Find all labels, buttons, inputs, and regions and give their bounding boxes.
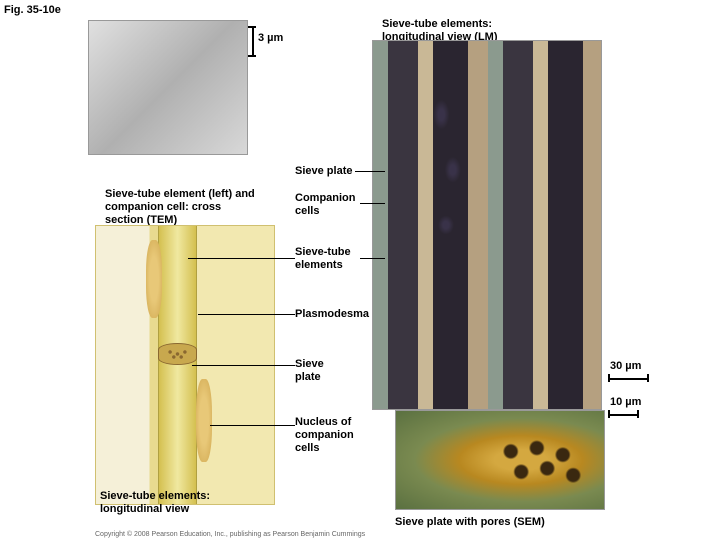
lm-overlay xyxy=(373,41,601,409)
companion-cells-label: Companion cells xyxy=(295,192,370,218)
sem-scale-tick-l xyxy=(608,410,610,418)
leader-sieve-plate xyxy=(355,171,385,172)
leader-sp2 xyxy=(192,365,295,366)
leader-ste-r xyxy=(360,258,385,259)
leader-plasmo xyxy=(198,314,295,315)
lm-scale-bar xyxy=(608,378,648,380)
sieve-plate-label-2: Sieve plate xyxy=(295,358,335,384)
sieve-plate-label-1: Sieve plate xyxy=(295,165,352,178)
leader-ste-l xyxy=(188,258,295,259)
lm-scale-tick-l xyxy=(608,374,610,382)
sem-scale-tick-r xyxy=(637,410,639,418)
copyright-text: Copyright © 2008 Pearson Education, Inc.… xyxy=(95,531,365,538)
tem-caption: Sieve-tube element (left) and companion … xyxy=(105,188,260,228)
nucleus-label: Nucleus of companion cells xyxy=(295,416,370,456)
tem-scale-bar xyxy=(252,26,254,56)
lm-scale-label: 30 µm xyxy=(610,360,641,373)
plasmodesma-label: Plasmodesma xyxy=(295,308,369,321)
sieve-plate-shape xyxy=(158,343,197,365)
lm-scale-tick-r xyxy=(647,374,649,382)
sem-scale-label: 10 µm xyxy=(610,396,641,409)
sieve-tube-elements-label: Sieve-tube elements xyxy=(295,246,370,272)
figure-number: Fig. 35-10e xyxy=(4,4,61,16)
companion-cell-shape-1 xyxy=(146,240,162,318)
sem-pores xyxy=(490,431,594,500)
sem-scale-bar xyxy=(608,414,638,416)
lm-micrograph xyxy=(372,40,602,410)
tem-scale-label: 3 µm xyxy=(258,32,283,45)
tem-micrograph xyxy=(88,20,248,155)
leader-nucleus xyxy=(210,425,295,426)
tem-scale-tick-top xyxy=(248,26,256,28)
sem-caption: Sieve plate with pores (SEM) xyxy=(395,516,545,529)
illustration-caption: Sieve-tube elements: longitudinal view xyxy=(100,490,250,516)
leader-companion xyxy=(360,203,385,204)
sem-micrograph xyxy=(395,410,605,510)
tem-scale-tick-bot xyxy=(248,55,256,57)
companion-cell-shape-2 xyxy=(196,379,212,462)
